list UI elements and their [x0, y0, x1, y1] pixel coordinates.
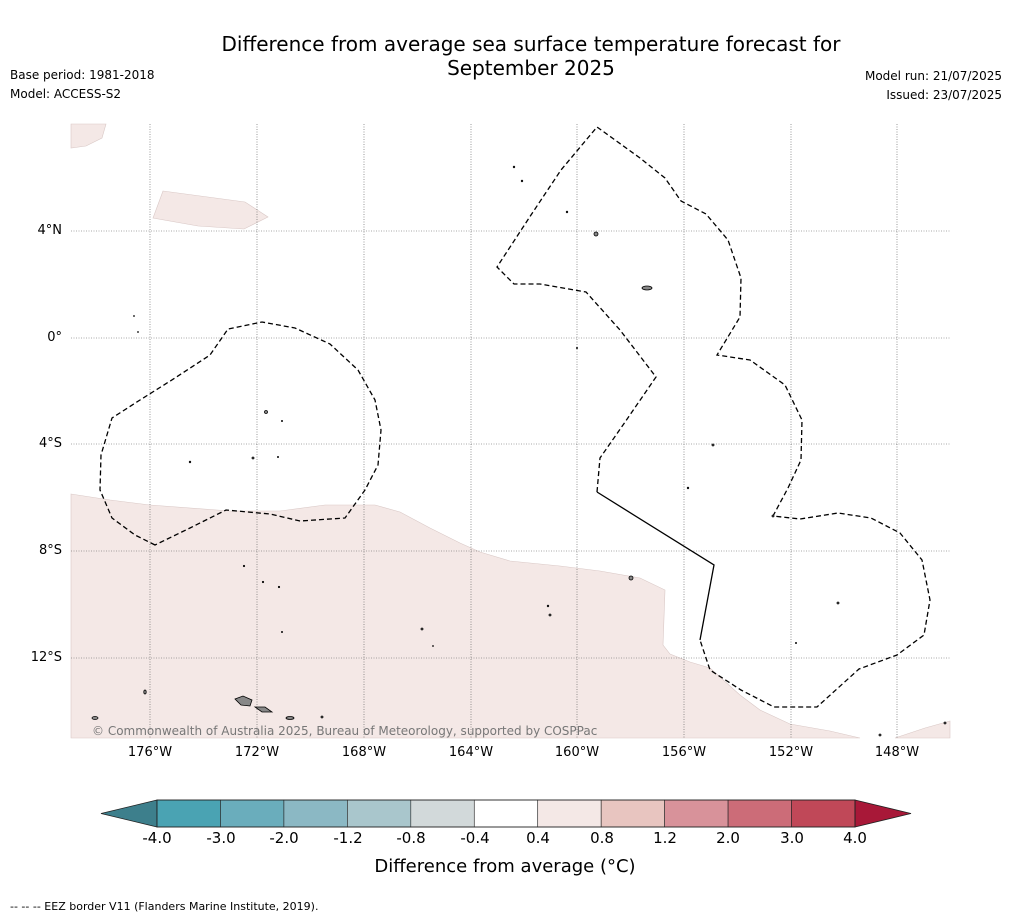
- island-east-edge: [943, 721, 947, 725]
- island-palmyra: [520, 179, 524, 183]
- island-canton: [264, 410, 268, 414]
- anomaly-region-north: [152, 190, 269, 230]
- colorbar-tick: -2.0: [269, 829, 299, 847]
- title-line-1: Difference from average sea surface temp…: [221, 32, 841, 56]
- colorbar-tick: -1.2: [333, 829, 363, 847]
- lat-label-0: 0°: [47, 330, 62, 345]
- island-enderbury: [280, 419, 283, 422]
- lon-label-156w: 156°W: [661, 745, 707, 760]
- island-savaii: [234, 695, 253, 707]
- colorbar-label: Difference from average (°C): [374, 856, 636, 877]
- lat-gridlines: [71, 230, 950, 659]
- island-tutuila: [285, 716, 295, 720]
- issued-date: Issued: 23/07/2025: [886, 88, 1002, 102]
- anomaly-region-south: [70, 493, 861, 739]
- colorbar-segments: [100, 799, 912, 828]
- island-caroline: [836, 601, 840, 605]
- colorbar-tick: 1.2: [653, 829, 677, 847]
- island-atafu: [242, 564, 246, 568]
- colorbar-tick: 0.4: [526, 829, 550, 847]
- model-run: Model run: 21/07/2025: [864, 69, 1002, 83]
- island-upolu: [253, 706, 274, 713]
- colorbar-tick: -0.8: [396, 829, 426, 847]
- anomaly-region-top-left: [70, 123, 107, 149]
- colorbar-tick: 3.0: [780, 829, 804, 847]
- colorbar-tick: -4.0: [142, 829, 172, 847]
- island-starbuck: [686, 486, 690, 490]
- island-kiritimati: [641, 285, 653, 291]
- colorbar-segment: [727, 799, 792, 828]
- meta-right: Model run: 21/07/2025 Issued: 23/07/2025: [865, 67, 1002, 105]
- island-nassau: [432, 645, 434, 647]
- colorbar-tick: 0.8: [590, 829, 614, 847]
- eez-border-line-islands-north: [496, 126, 931, 708]
- island-malden: [711, 443, 715, 447]
- island-manihiki: [548, 613, 552, 617]
- colorbar-segment: [473, 799, 539, 828]
- colorbar-frame: [156, 799, 856, 828]
- lat-label-12s: 12°S: [30, 650, 62, 665]
- island-baker: [137, 331, 139, 333]
- island-orona: [188, 460, 192, 464]
- model-name: Model: ACCESS-S2: [10, 87, 122, 101]
- lon-label-168w: 168°W: [341, 745, 387, 760]
- anomaly-region-bottom-right: [894, 720, 951, 739]
- colorbar-segment: [664, 799, 729, 828]
- lon-label-172w: 172°W: [234, 745, 280, 760]
- island-flint: [795, 642, 798, 645]
- colorbar-segment: [537, 799, 602, 828]
- colorbar-extend-max: [854, 799, 912, 828]
- base-period: Base period: 1981-2018: [10, 68, 155, 82]
- lat-label-4s: 4°S: [38, 436, 62, 451]
- colorbar-tick: -0.4: [460, 829, 490, 847]
- colorbar-segment: [410, 799, 475, 828]
- island-jarvis: [576, 346, 579, 349]
- colorbar-segment: [220, 799, 285, 828]
- island-nukunonu: [261, 580, 265, 584]
- lon-label-164w: 164°W: [448, 745, 494, 760]
- island-fakaofo: [277, 585, 281, 589]
- colorbar-segment: [600, 799, 665, 828]
- island-pukapuka: [420, 627, 424, 631]
- island-manra: [276, 455, 279, 458]
- island-tabuaeran: [593, 231, 599, 237]
- copyright-notice: © Commonwealth of Australia 2025, Bureau…: [92, 724, 598, 738]
- meta-left: Base period: 1981-2018 Model: ACCESS-S2: [10, 66, 155, 104]
- lat-label-4n: 4°N: [37, 223, 63, 238]
- lon-label-160w: 160°W: [554, 745, 600, 760]
- title-line-2: September 2025: [447, 56, 615, 80]
- colorbar-segment: [347, 799, 412, 828]
- island-tokelau-extra: [878, 733, 882, 737]
- island-swains: [280, 631, 283, 634]
- island-penrhyn: [628, 575, 634, 581]
- maritime-boundary-solid: [596, 491, 715, 641]
- colorbar-tick: 2.0: [716, 829, 740, 847]
- colorbar-segment: [156, 799, 221, 828]
- island-kingman: [512, 165, 516, 169]
- island-vostok: [771, 514, 775, 518]
- colorbar-segment: [791, 799, 856, 828]
- chart-title: Difference from average sea surface temp…: [0, 32, 1011, 80]
- colorbar-tick: -3.0: [206, 829, 236, 847]
- lon-label-176w: 176°W: [127, 745, 173, 760]
- colorbar: [100, 799, 912, 828]
- island-teraina: [565, 210, 569, 214]
- island-rakahanga: [546, 604, 550, 608]
- island-howland: [133, 315, 135, 317]
- eez-footnote: -- -- -- EEZ border V11 (Flanders Marine…: [10, 900, 319, 913]
- lon-label-148w: 148°W: [874, 745, 920, 760]
- island-nikumaroro: [251, 456, 255, 460]
- colorbar-extend-min: [100, 799, 158, 828]
- lon-label-152w: 152°W: [768, 745, 814, 760]
- island-wallis: [91, 716, 99, 720]
- lat-label-8s: 8°S: [38, 543, 62, 558]
- island-futuna: [143, 689, 147, 695]
- island-rose: [320, 715, 324, 719]
- colorbar-tick: 4.0: [843, 829, 867, 847]
- colorbar-segment: [283, 799, 348, 828]
